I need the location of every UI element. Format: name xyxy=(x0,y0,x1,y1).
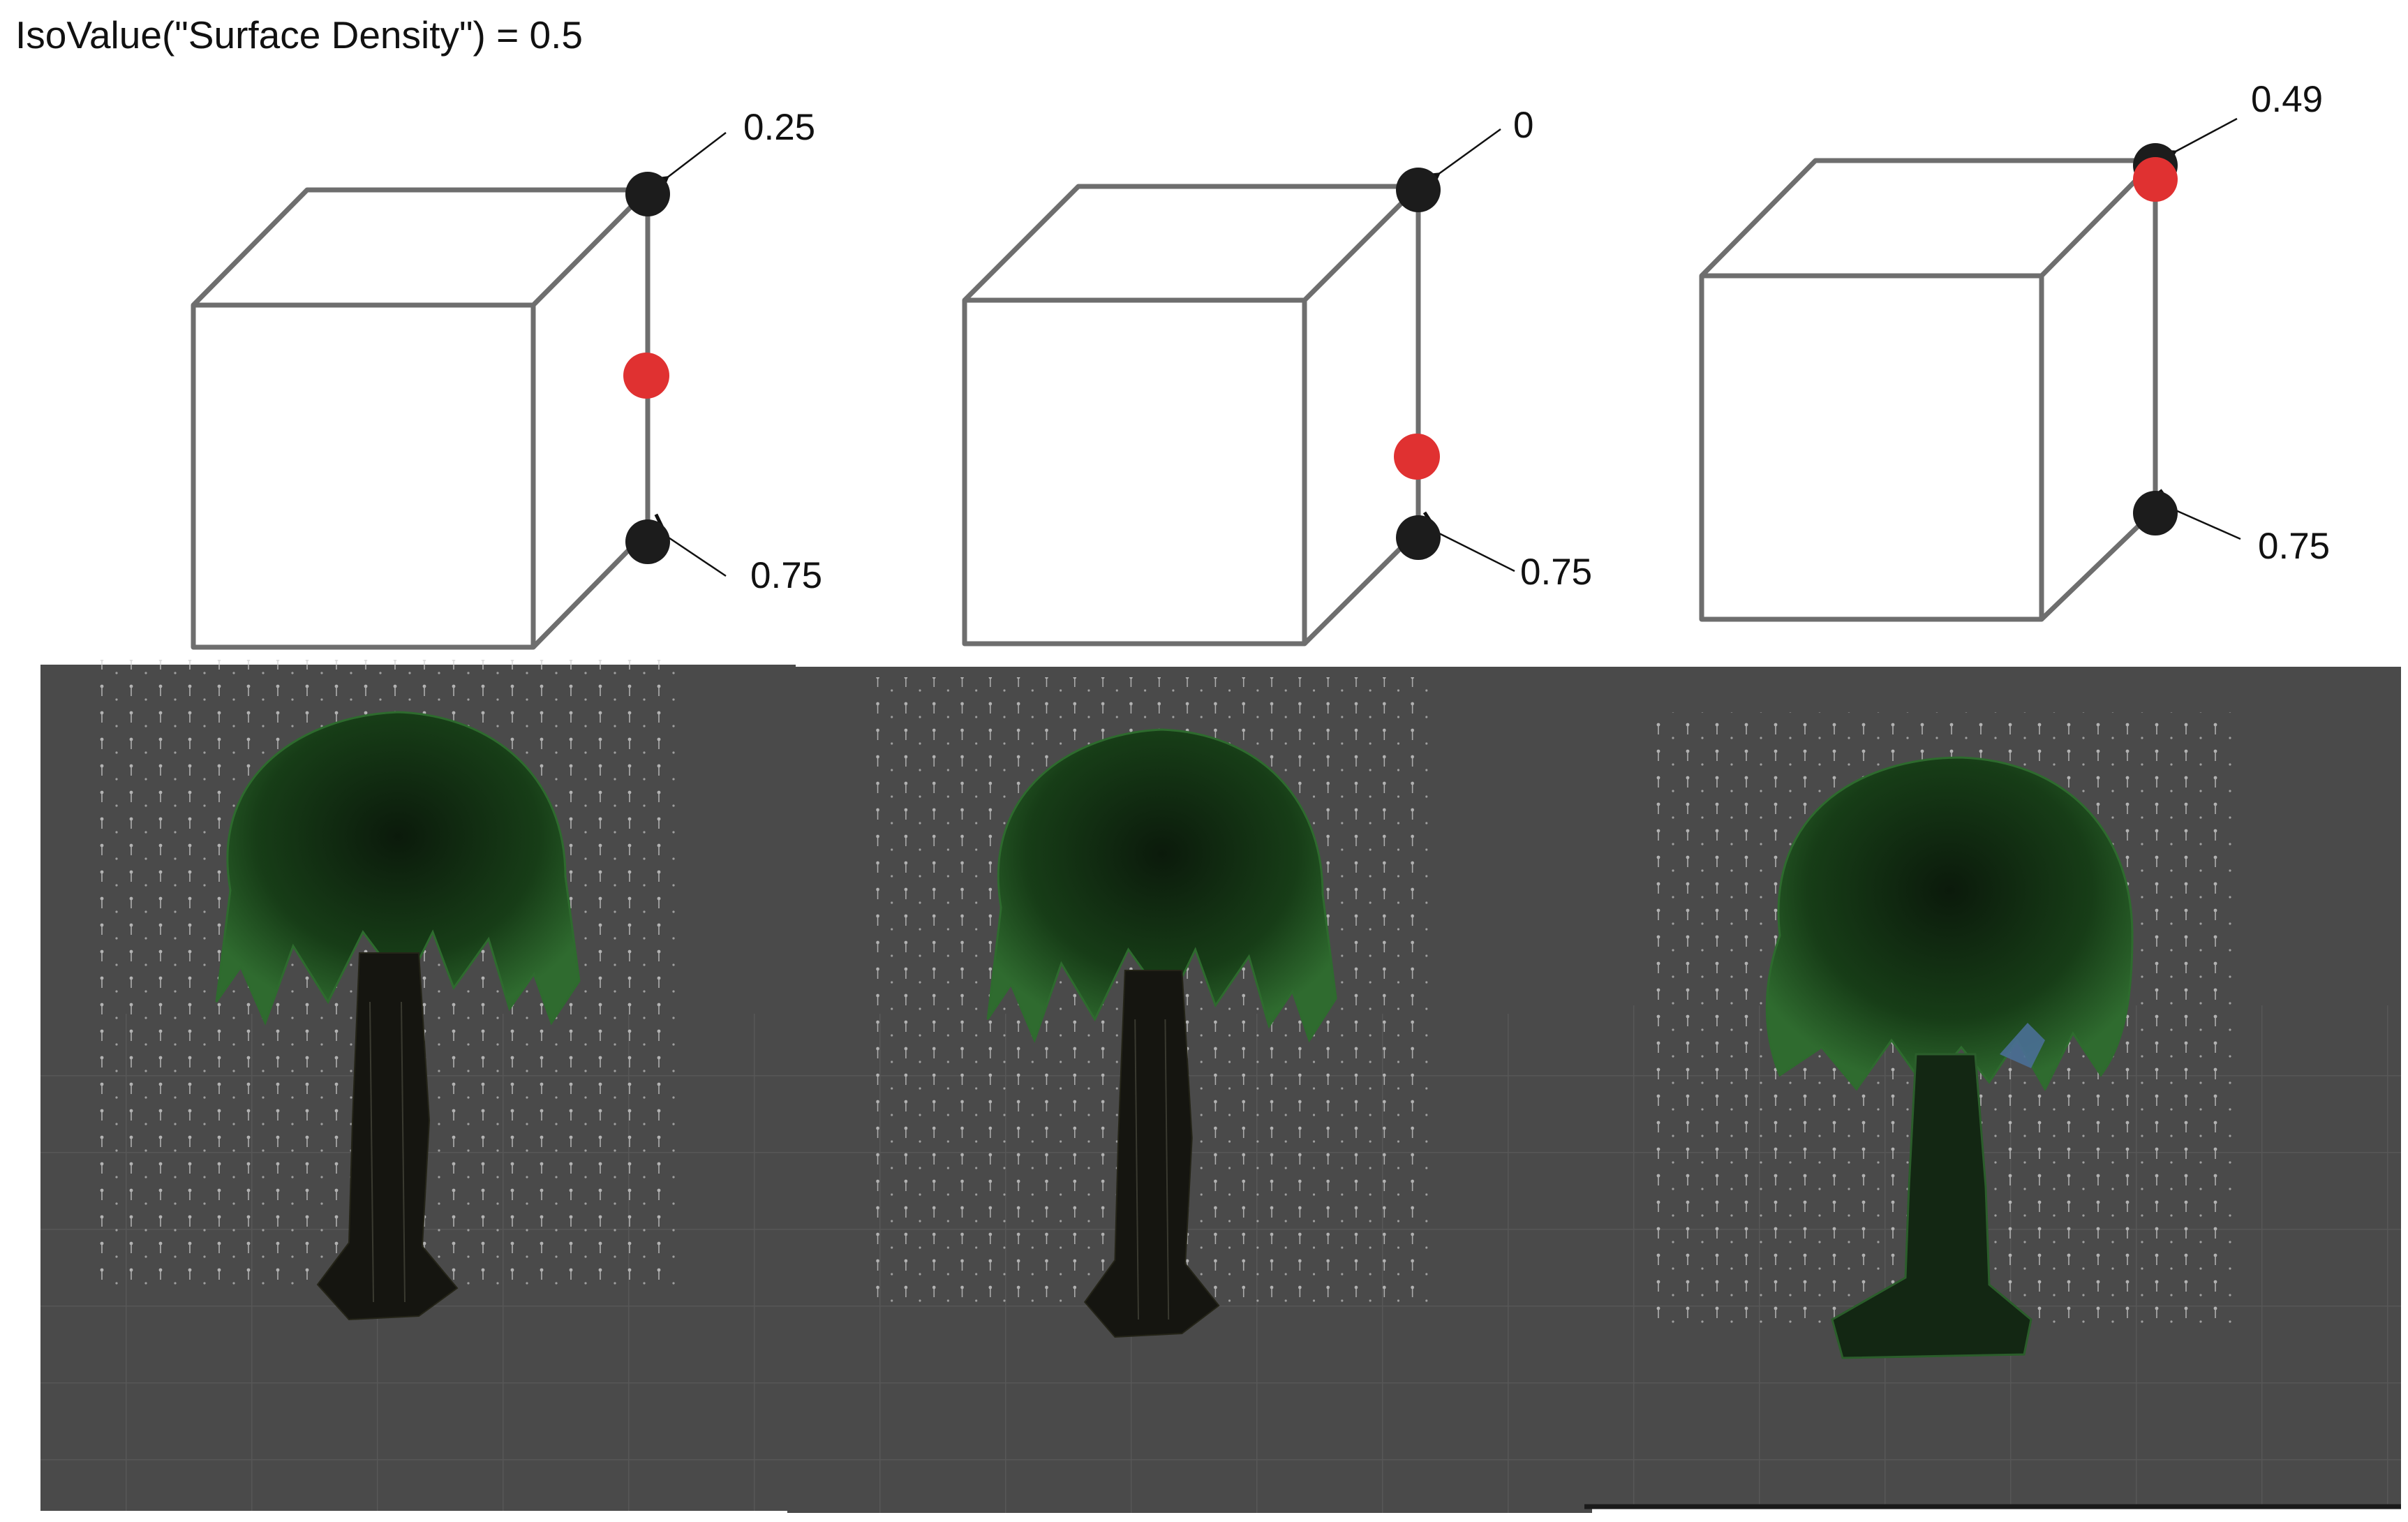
corner-point-bottom xyxy=(2133,491,2178,535)
top-corner-value: 0.49 xyxy=(2251,79,2323,120)
bottom-corner-value: 0.75 xyxy=(2258,526,2330,567)
cube-diagram-3: 0.49 0.75 xyxy=(1699,79,2330,622)
render-viewport-2 xyxy=(787,667,1592,1513)
interpolated-point xyxy=(2133,157,2178,202)
corner-point-bottom xyxy=(625,519,670,564)
interpolated-point xyxy=(1394,434,1440,480)
top-corner-value: 0.25 xyxy=(743,107,815,148)
tree-mesh xyxy=(872,676,1438,1338)
corner-point-top xyxy=(1396,168,1441,212)
cube-diagram-1: 0.25 0.75 xyxy=(191,107,822,650)
corner-point-top xyxy=(625,172,670,216)
figure-heading: IsoValue("Surface Density") = 0.5 xyxy=(15,13,583,57)
cube-diagram-2: 0 0.75 xyxy=(962,105,1592,647)
bottom-corner-value: 0.75 xyxy=(750,555,822,596)
interpolated-point xyxy=(623,353,669,399)
bottom-corner-value: 0.75 xyxy=(1520,552,1592,593)
tree-mesh xyxy=(1654,712,2240,1359)
corner-point-bottom xyxy=(1396,515,1441,560)
render-viewport-3 xyxy=(1584,667,2401,1509)
top-corner-value: 0 xyxy=(1513,105,1533,146)
render-viewport-1 xyxy=(40,658,796,1511)
tree-mesh xyxy=(96,658,685,1321)
